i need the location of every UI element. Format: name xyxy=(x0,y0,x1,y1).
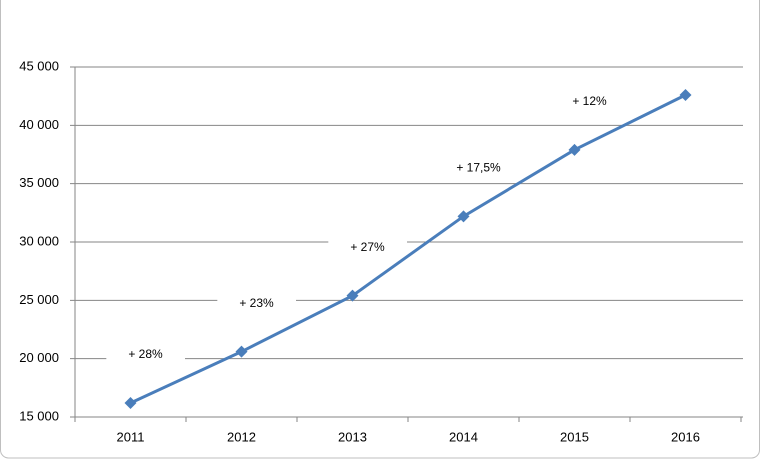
annotation-bg xyxy=(550,91,630,112)
annotation: + 23% xyxy=(239,296,274,310)
annotation-bg xyxy=(434,157,524,178)
y-tick-label: 25 000 xyxy=(19,292,59,307)
x-tick-label: 2011 xyxy=(117,429,145,444)
marker xyxy=(457,210,470,223)
marker xyxy=(124,397,137,409)
y-tick-label: 30 000 xyxy=(19,233,59,248)
annotation-bg xyxy=(328,236,408,257)
x-tick-label: 2014 xyxy=(449,429,478,444)
y-tick-label: 20 000 xyxy=(19,350,59,365)
line xyxy=(129,93,687,405)
annotation-bg xyxy=(217,292,297,313)
y-tick-label: 35 000 xyxy=(19,175,59,190)
marker xyxy=(679,89,692,101)
marker xyxy=(568,143,581,156)
annotation: + 12% xyxy=(572,94,607,108)
annotation-bg xyxy=(106,344,186,365)
y-tick-label: 45 000 xyxy=(19,58,59,73)
marker xyxy=(235,345,248,358)
annotation: + 27% xyxy=(350,240,385,254)
x-tick-label: 2012 xyxy=(227,429,256,444)
marker xyxy=(346,289,359,302)
x-tick-label: 2015 xyxy=(560,429,589,444)
annotation: + 17,5% xyxy=(456,161,501,175)
y-tick-label: 40 000 xyxy=(19,117,59,132)
x-tick-label: 2016 xyxy=(671,429,700,444)
y-tick-label: 15 000 xyxy=(19,408,59,423)
x-tick-label: 2013 xyxy=(338,429,367,444)
annotation: + 28% xyxy=(128,347,163,361)
